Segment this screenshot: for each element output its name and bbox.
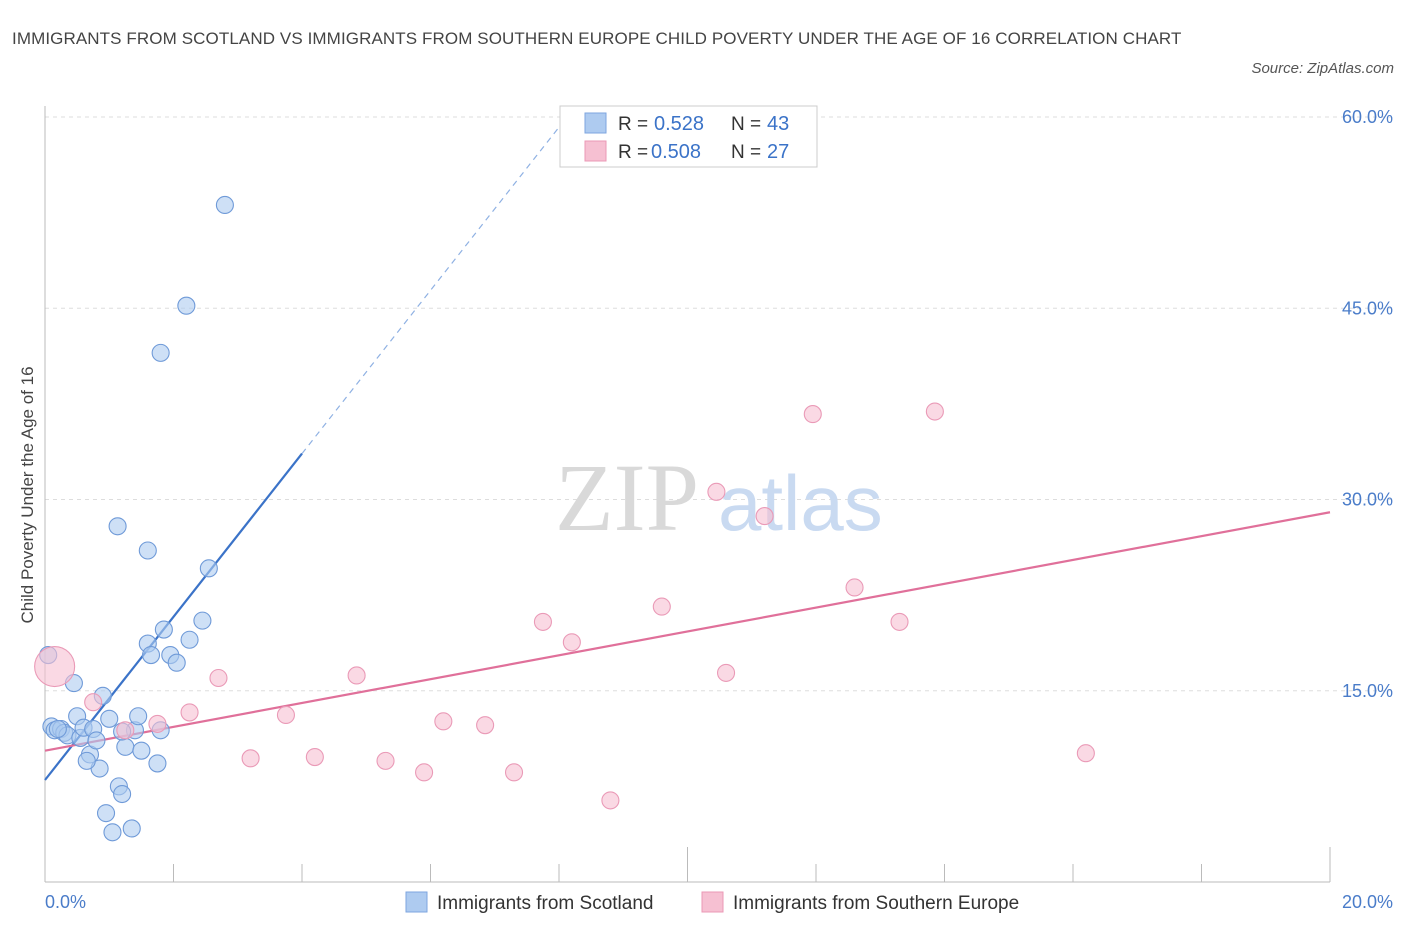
point-southern-europe-9 (347, 666, 366, 685)
point-scotland-24 (132, 741, 151, 760)
point-scotland-35 (108, 517, 127, 536)
point-scotland-31 (167, 653, 186, 672)
point-scotland-37 (151, 343, 170, 362)
point-scotland-12 (87, 731, 106, 750)
point-scotland-32 (180, 630, 199, 649)
point-southern-europe-11 (415, 763, 434, 782)
point-scotland-19 (113, 784, 132, 804)
legend-swatch-southern-europe (584, 140, 607, 162)
point-southern-europe-2 (116, 721, 135, 740)
point-scotland-27 (148, 754, 167, 773)
point-scotland-16 (100, 709, 119, 728)
gridlines (45, 116, 1392, 692)
point-southern-europe-22 (803, 405, 822, 424)
trendline-scotland-extension (301, 126, 560, 454)
trendline-southern-europe (44, 511, 1331, 752)
series-legend: Immigrants from Scotland Immigrants from… (405, 891, 1019, 914)
point-southern-europe-5 (209, 668, 228, 688)
watermark: ZIP atlas (555, 444, 883, 551)
series-legend-label-scotland: Immigrants from Scotland (437, 893, 653, 914)
series-legend-swatch-southern-europe (701, 891, 724, 913)
y-tick-label-1: 30.0% (1342, 490, 1393, 510)
legend-n-label-1: N = (731, 114, 761, 135)
correlation-legend: R = 0.528 N = 43 R = 0.508 N = 27 (559, 105, 818, 168)
point-southern-europe-16 (562, 633, 581, 652)
point-scotland-20 (116, 737, 135, 756)
point-southern-europe-12 (434, 712, 453, 731)
legend-r-label-2: R = (618, 142, 648, 163)
point-southern-europe-0 (34, 645, 76, 688)
point-southern-europe-1 (84, 693, 103, 712)
data-points (34, 195, 1095, 842)
series-legend-label-southern-europe: Immigrants from Southern Europe (733, 893, 1019, 914)
point-scotland-23 (129, 707, 148, 726)
point-scotland-15 (96, 804, 116, 823)
point-southern-europe-24 (890, 612, 909, 631)
point-scotland-36 (138, 541, 157, 560)
point-scotland-26 (141, 645, 161, 665)
watermark-atlas: atlas (718, 459, 883, 547)
point-scotland-21 (122, 819, 141, 838)
legend-r-value-1: 0.528 (654, 113, 704, 135)
point-southern-europe-19 (707, 482, 726, 501)
legend-n-value-1: 43 (767, 113, 789, 135)
point-southern-europe-3 (148, 714, 167, 733)
point-southern-europe-23 (845, 578, 864, 597)
point-scotland-39 (215, 195, 234, 215)
point-scotland-34 (199, 559, 218, 578)
x-tick-label-min: 0.0% (45, 892, 86, 912)
point-scotland-29 (154, 620, 173, 639)
axes (44, 106, 1331, 883)
source-label: Source: ZipAtlas.com (1251, 60, 1394, 77)
y-tick-labels: 15.0% 30.0% 45.0% 60.0% (1342, 107, 1393, 701)
y-tick-label-3: 60.0% (1342, 107, 1393, 127)
point-southern-europe-18 (652, 597, 671, 616)
point-southern-europe-15 (533, 612, 552, 631)
point-southern-europe-13 (476, 716, 495, 735)
legend-n-value-2: 27 (767, 141, 789, 163)
legend-r-label-1: R = (618, 114, 648, 135)
chart-title: IMMIGRANTS FROM SCOTLAND VS IMMIGRANTS F… (12, 29, 1182, 48)
point-scotland-40 (48, 719, 67, 739)
point-southern-europe-20 (716, 663, 736, 682)
point-southern-europe-25 (925, 402, 944, 421)
point-southern-europe-7 (276, 705, 295, 725)
point-scotland-17 (103, 823, 122, 842)
point-southern-europe-17 (601, 791, 620, 810)
point-southern-europe-10 (376, 751, 395, 770)
point-scotland-33 (193, 611, 212, 630)
point-southern-europe-21 (755, 507, 774, 526)
y-tick-label-0: 15.0% (1342, 681, 1393, 701)
point-scotland-41 (77, 751, 96, 770)
x-tick-labels: 0.0% 20.0% (45, 892, 1393, 912)
watermark-zip: ZIP (555, 444, 699, 551)
point-southern-europe-6 (241, 749, 260, 768)
legend-swatch-scotland (584, 112, 607, 134)
point-southern-europe-14 (504, 763, 524, 782)
series-legend-swatch-scotland (405, 891, 428, 913)
x-tick-label-max: 20.0% (1342, 892, 1393, 912)
point-southern-europe-4 (180, 703, 199, 722)
legend-r-value-2: 0.508 (651, 141, 701, 163)
point-southern-europe-26 (1076, 744, 1095, 763)
y-tick-label-2: 45.0% (1342, 298, 1393, 318)
point-scotland-38 (177, 296, 196, 315)
point-southern-europe-8 (305, 747, 324, 767)
legend-n-label-2: N = (731, 142, 761, 163)
